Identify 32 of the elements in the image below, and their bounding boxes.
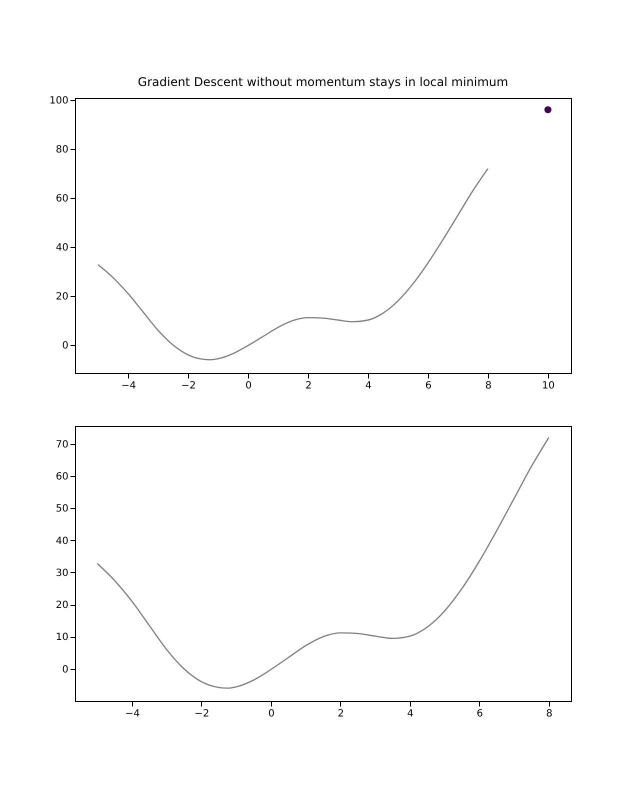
y-tick-label: 30: [56, 568, 68, 579]
x-tick-label: −2: [181, 380, 196, 392]
y-tick-label: 10: [56, 632, 68, 644]
y-tick-label: 60: [56, 194, 68, 204]
x-tick-label: 10: [542, 380, 555, 392]
line-series: [97, 168, 489, 360]
y-tick-label: 100: [49, 95, 68, 106]
x-tick-label: 6: [425, 380, 432, 392]
y-tick-label: 40: [56, 536, 68, 547]
x-tick-label: −4: [125, 708, 140, 720]
y-tick-label: 80: [56, 144, 68, 156]
y-tick-label: 70: [56, 439, 68, 450]
x-tick-label: 4: [407, 708, 414, 720]
y-tick-label: 20: [56, 292, 68, 303]
y-tick-label: 50: [56, 504, 68, 515]
x-tick-label: 2: [305, 380, 312, 392]
x-tick-label: −2: [194, 708, 210, 720]
y-tick-label: 20: [56, 600, 68, 612]
x-tick-label: 2: [338, 708, 344, 720]
y-tick-label: 40: [56, 242, 68, 254]
y-tick-label: 0: [62, 340, 68, 352]
x-tick-label: 4: [365, 380, 372, 392]
x-tick-label: 0: [245, 380, 252, 392]
x-tick-label: 6: [476, 708, 483, 720]
x-tick-label: 0: [268, 708, 275, 720]
x-tick-label: −4: [121, 380, 136, 392]
y-tick-label: 60: [56, 472, 68, 483]
chart-title: Gradient Descent without momentum stays in local minimum: [138, 74, 508, 89]
x-tick-label: 8: [485, 380, 492, 392]
line-series: [96, 436, 550, 689]
x-tick-label: 8: [546, 708, 552, 720]
y-tick-label: 0: [62, 664, 68, 676]
